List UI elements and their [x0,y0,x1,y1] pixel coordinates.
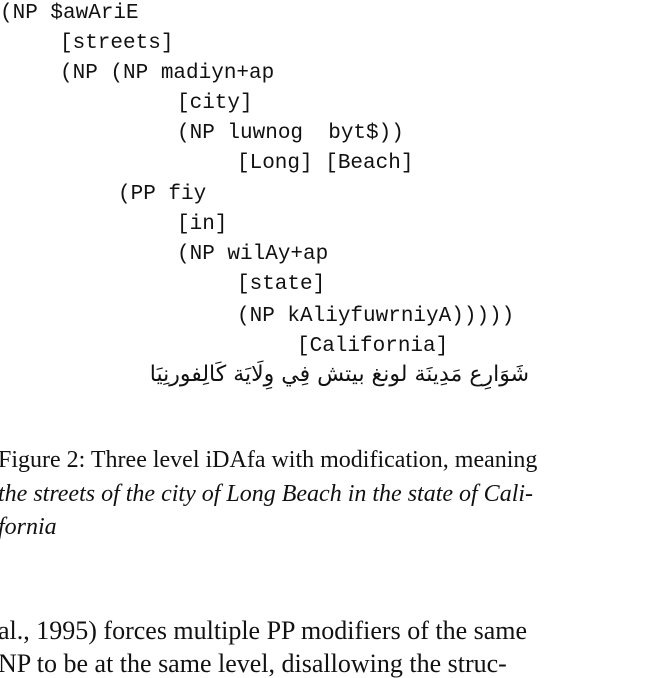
tree-line: [city] [177,92,253,115]
arabic-phrase: شَوَارِع مَدِينَة لونغ بيتش فِي وِلَايَة… [149,362,529,387]
tree-line: (NP $awAriE [0,2,139,25]
caption-line: the streets of the city of Long Beach in… [0,481,534,507]
caption-line: Figure 2: Three level iDAfa with modific… [0,447,538,473]
caption-line: fornia [0,514,57,540]
tree-line: [streets] [60,32,174,55]
body-line: al., 1995) forces multiple PP modifiers … [0,616,528,645]
tree-line: (NP kAliyfuwrniyA))))) [237,305,515,328]
tree-line: [Long] [Beach] [237,152,414,175]
tree-line: (NP (NP madiyn+ap [60,62,275,85]
tree-line: (NP wilAy+ap [177,243,329,266]
tree-line: (NP luwnog byt$)) [177,122,404,145]
tree-line: [California] [297,335,449,358]
tree-line: [in] [177,213,228,236]
tree-line: [state] [237,273,326,296]
body-line: NP to be at the same level, disallowing … [0,649,507,678]
tree-line: (PP fiy [118,183,207,206]
